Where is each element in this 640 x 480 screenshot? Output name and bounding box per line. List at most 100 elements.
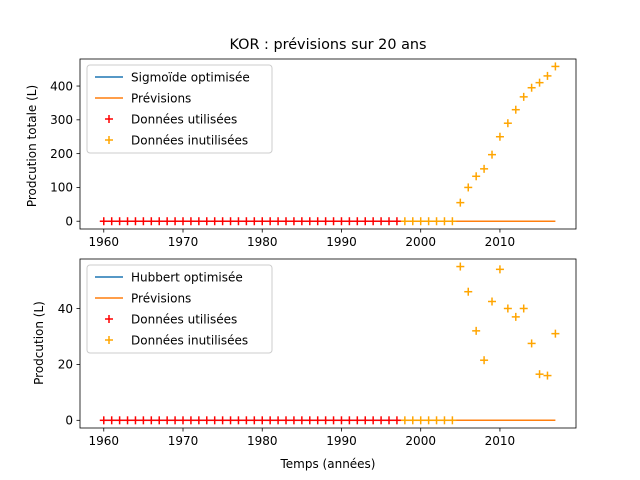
data-point <box>115 217 124 226</box>
data-point <box>226 217 235 226</box>
legend-marker-swatch <box>105 136 113 144</box>
data-point <box>274 217 283 226</box>
x-tick-label: 1990 <box>326 434 357 448</box>
data-point <box>155 217 164 226</box>
data-point <box>392 217 401 226</box>
data-point <box>503 304 512 313</box>
data-point <box>392 416 401 425</box>
data-point <box>464 287 473 296</box>
data-point <box>377 217 386 226</box>
data-point <box>194 217 203 226</box>
data-point <box>448 416 457 425</box>
legend-item: Données inutilisées <box>105 133 248 147</box>
data-point <box>242 416 251 425</box>
data-point <box>503 119 512 128</box>
production-chart: Prodcution (L) Temps (années) 1960 1970 19… <box>32 258 577 471</box>
data-point <box>282 217 291 226</box>
legend-item: Données utilisées <box>105 112 237 126</box>
data-point <box>202 217 211 226</box>
legend-item: Prévisions <box>95 91 191 105</box>
y-tick-label: 20 <box>58 358 73 372</box>
data-point <box>258 416 267 425</box>
data-point <box>274 416 283 425</box>
data-point <box>440 416 449 425</box>
data-point <box>440 217 449 226</box>
data-point <box>194 416 203 425</box>
data-point <box>519 92 528 101</box>
data-point <box>519 304 528 313</box>
data-point <box>163 217 172 226</box>
data-point <box>345 217 354 226</box>
legend-item: Prévisions <box>95 291 191 305</box>
data-point <box>464 183 473 192</box>
data-point <box>535 370 544 379</box>
legend-label: Données utilisées <box>131 312 237 326</box>
axes-frame <box>79 258 577 429</box>
data-point <box>543 371 552 380</box>
data-point <box>289 416 298 425</box>
legend-label: Données inutilisées <box>131 133 248 147</box>
legend-marker-swatch <box>105 115 113 123</box>
data-point <box>551 329 560 338</box>
x-tick-label: 2010 <box>485 235 516 249</box>
data-point <box>226 416 235 425</box>
data-point <box>234 416 243 425</box>
data-point <box>511 105 520 114</box>
data-point <box>495 265 504 274</box>
data-point <box>416 217 425 226</box>
data-point <box>377 416 386 425</box>
data-point <box>179 416 188 425</box>
legend-box <box>86 264 273 354</box>
data-point <box>305 416 314 425</box>
data-point <box>234 217 243 226</box>
data-point <box>361 416 370 425</box>
data-point <box>289 217 298 226</box>
legend-item: Données inutilisées <box>105 333 248 347</box>
data-point <box>218 416 227 425</box>
data-point <box>313 416 322 425</box>
x-tick-label: 1980 <box>247 434 278 448</box>
legend-marker-swatch <box>105 315 113 323</box>
data-point <box>424 416 433 425</box>
y-tick-label: 200 <box>50 147 73 161</box>
data-point <box>99 217 108 226</box>
legend-label: Données inutilisées <box>131 333 248 347</box>
data-point <box>369 217 378 226</box>
x-tick-label: 2010 <box>485 434 516 448</box>
y-tick-label: 300 <box>50 113 73 127</box>
data-point <box>123 217 132 226</box>
data-point <box>361 217 370 226</box>
x-tick-label: 1970 <box>168 235 199 249</box>
legend-label: Prévisions <box>131 91 191 105</box>
data-point <box>266 416 275 425</box>
data-point <box>171 416 180 425</box>
axes-frame <box>79 58 577 230</box>
data-point <box>385 416 394 425</box>
data-point <box>171 217 180 226</box>
y-axis-label: Prodcution (L) <box>32 301 46 385</box>
data-point <box>163 416 172 425</box>
data-point <box>337 416 346 425</box>
legend-label: Prévisions <box>131 291 191 305</box>
data-point <box>131 416 140 425</box>
data-point <box>400 416 409 425</box>
data-point <box>282 416 291 425</box>
data-point <box>353 416 362 425</box>
data-point <box>99 416 108 425</box>
x-axis-label: Temps (années) <box>280 457 376 471</box>
data-point <box>305 217 314 226</box>
plot-area: 1960 1970 1980 1990 2000 2010 0 100 200 300 400 <box>50 58 577 249</box>
data-point <box>297 217 306 226</box>
data-point <box>250 416 259 425</box>
data-point <box>107 416 116 425</box>
data-point <box>266 217 275 226</box>
data-point <box>155 416 164 425</box>
data-point <box>139 416 148 425</box>
legend-box <box>86 64 273 154</box>
legend: Sigmoïde optimisée Prévisions Données util… <box>86 64 273 154</box>
data-point <box>337 217 346 226</box>
data-point <box>408 416 417 425</box>
data-point <box>147 217 156 226</box>
legend-label: Sigmoïde optimisée <box>131 70 250 84</box>
data-point <box>107 217 116 226</box>
